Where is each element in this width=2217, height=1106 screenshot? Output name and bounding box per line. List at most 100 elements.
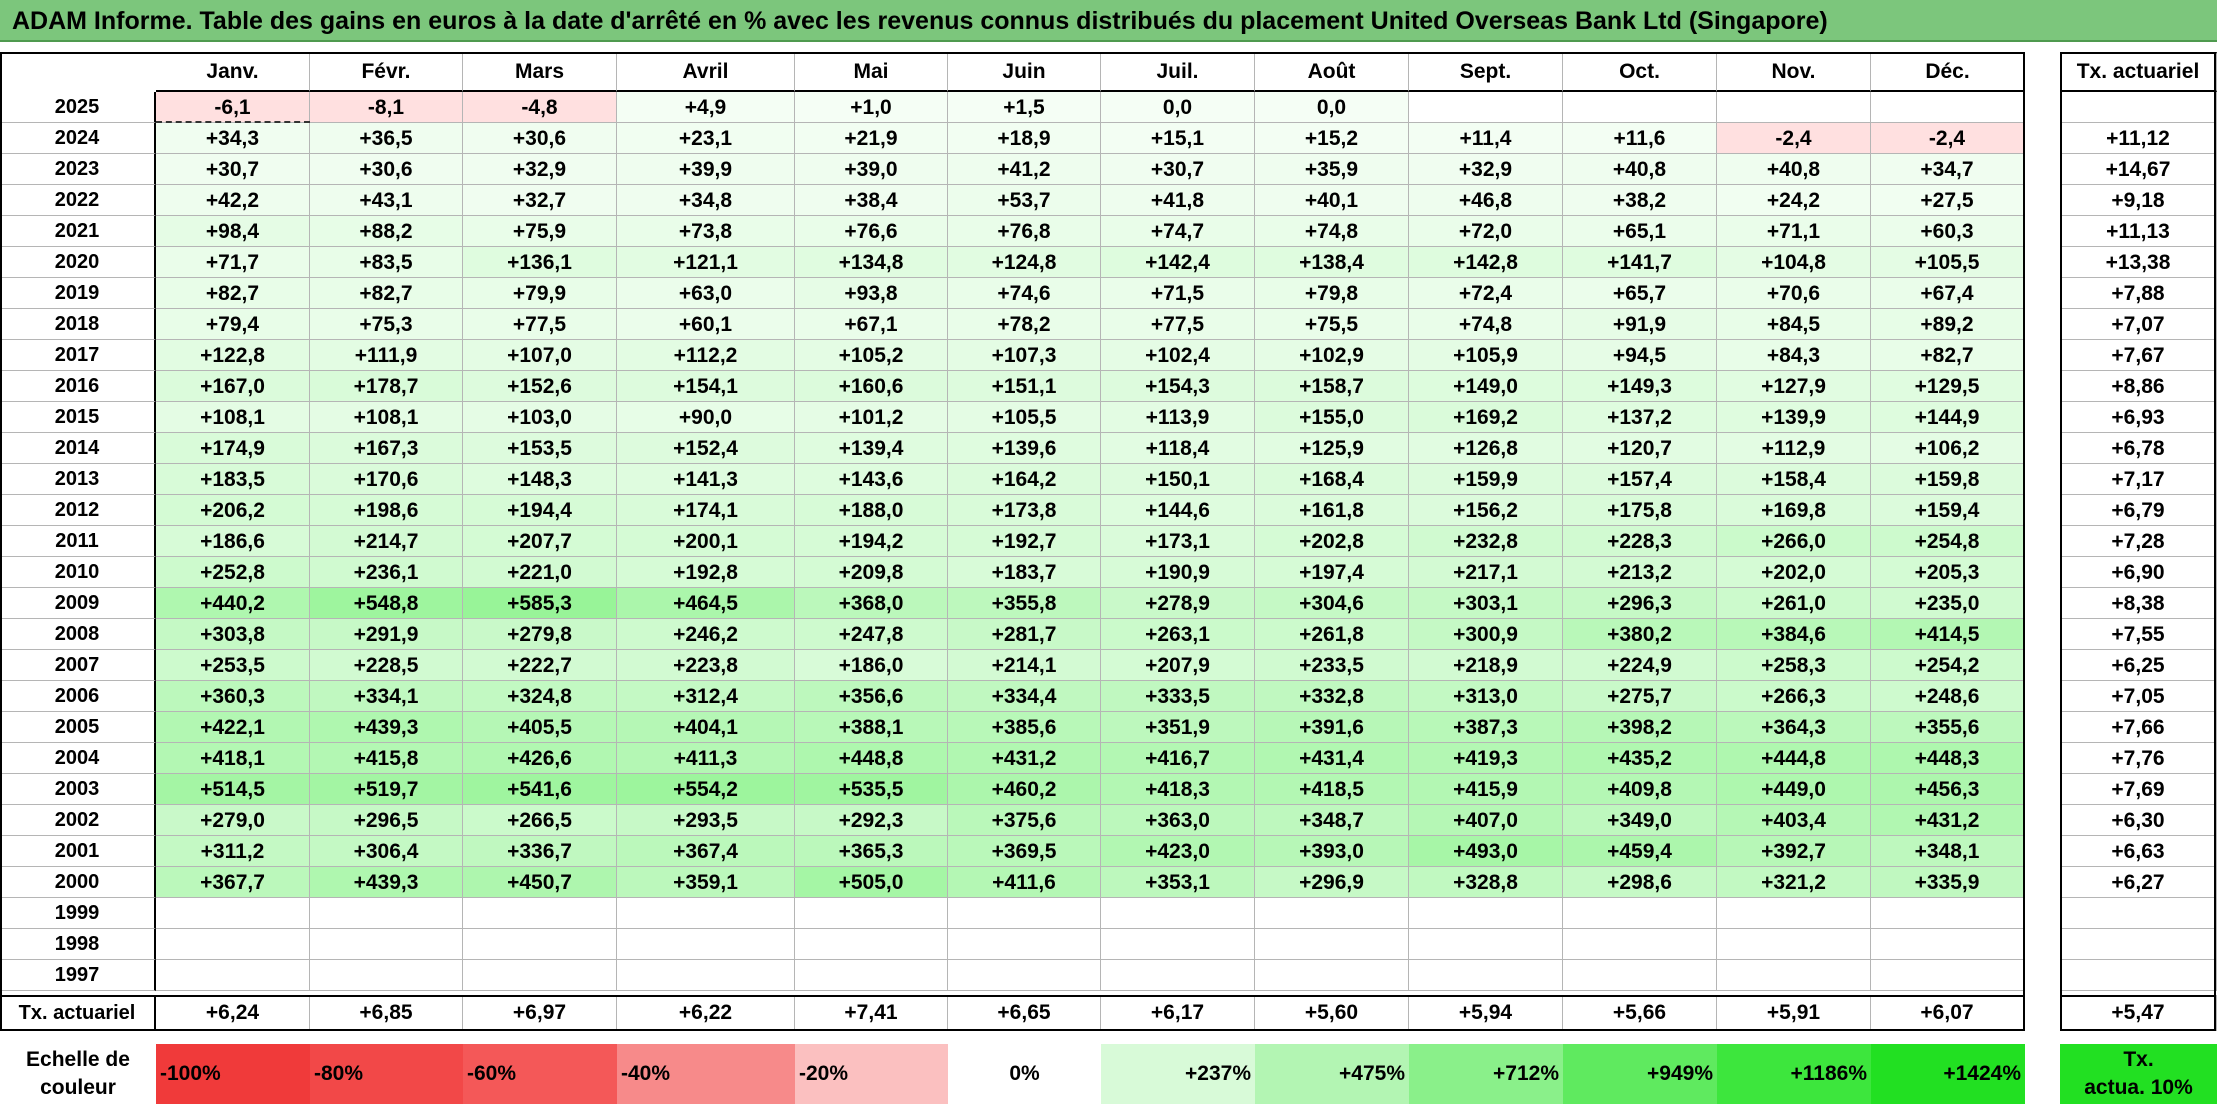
footer-cell: +6,24 bbox=[156, 995, 310, 1031]
table-cell: +159,9 bbox=[1409, 464, 1563, 495]
table-cell: +40,8 bbox=[1717, 154, 1871, 185]
table-cell: +46,8 bbox=[1409, 185, 1563, 216]
table-cell bbox=[463, 929, 617, 960]
table-cell: +60,1 bbox=[617, 309, 795, 340]
table-cell: +124,8 bbox=[948, 247, 1101, 278]
table-cell: +11,4 bbox=[1409, 123, 1563, 154]
table-cell: +218,9 bbox=[1409, 650, 1563, 681]
table-cell: +450,7 bbox=[463, 867, 617, 898]
tx-cell: +7,67 bbox=[2060, 340, 2217, 371]
table-cell: +217,1 bbox=[1409, 557, 1563, 588]
legend-tx-line1: Tx. bbox=[2123, 1048, 2154, 1071]
tx-cell: +7,69 bbox=[2060, 774, 2217, 805]
year-label: 2002 bbox=[0, 805, 156, 836]
year-label: 2003 bbox=[0, 774, 156, 805]
table-cell: +98,4 bbox=[156, 216, 310, 247]
table-cell: +173,1 bbox=[1101, 526, 1255, 557]
table-cell: +129,5 bbox=[1871, 371, 2025, 402]
table-cell: +232,8 bbox=[1409, 526, 1563, 557]
table-cell: +415,9 bbox=[1409, 774, 1563, 805]
table-cell: +34,3 bbox=[156, 123, 310, 154]
table-cell: +170,6 bbox=[310, 464, 463, 495]
table-cell: +209,8 bbox=[795, 557, 948, 588]
month-header: Avril bbox=[617, 52, 795, 92]
table-cell bbox=[948, 898, 1101, 929]
table-cell bbox=[156, 898, 310, 929]
table-cell bbox=[1871, 898, 2025, 929]
table-cell: +365,3 bbox=[795, 836, 948, 867]
table-cell: +223,8 bbox=[617, 650, 795, 681]
table-cell: +27,5 bbox=[1871, 185, 2025, 216]
table-cell: +142,4 bbox=[1101, 247, 1255, 278]
month-header: Juin bbox=[948, 52, 1101, 92]
table-cell: +213,2 bbox=[1563, 557, 1717, 588]
table-cell: +24,2 bbox=[1717, 185, 1871, 216]
table-cell: +36,5 bbox=[310, 123, 463, 154]
table-cell: +278,9 bbox=[1101, 588, 1255, 619]
table-cell: +77,5 bbox=[463, 309, 617, 340]
table-cell bbox=[310, 898, 463, 929]
table-cell: +120,7 bbox=[1563, 433, 1717, 464]
table-cell: +439,3 bbox=[310, 712, 463, 743]
table-cell: +205,3 bbox=[1871, 557, 2025, 588]
table-cell: +156,2 bbox=[1409, 495, 1563, 526]
table-cell bbox=[1255, 929, 1409, 960]
table-cell: +107,3 bbox=[948, 340, 1101, 371]
table-cell: +82,7 bbox=[156, 278, 310, 309]
table-cell: +102,9 bbox=[1255, 340, 1409, 371]
table-cell: +82,7 bbox=[1871, 340, 2025, 371]
table-cell: +519,7 bbox=[310, 774, 463, 805]
table-cell: +448,8 bbox=[795, 743, 948, 774]
table-cell: +70,6 bbox=[1717, 278, 1871, 309]
year-label: 2024 bbox=[0, 123, 156, 154]
table-cell: +306,4 bbox=[310, 836, 463, 867]
table-cell: +387,3 bbox=[1409, 712, 1563, 743]
table-cell bbox=[463, 898, 617, 929]
table-cell: +102,4 bbox=[1101, 340, 1255, 371]
table-cell: +34,7 bbox=[1871, 154, 2025, 185]
tx-cell: +6,63 bbox=[2060, 836, 2217, 867]
table-cell: +192,7 bbox=[948, 526, 1101, 557]
table-cell: +311,2 bbox=[156, 836, 310, 867]
table-cell: +105,9 bbox=[1409, 340, 1563, 371]
year-label: 2020 bbox=[0, 247, 156, 278]
table-cell: +76,8 bbox=[948, 216, 1101, 247]
table-cell: +79,4 bbox=[156, 309, 310, 340]
table-cell: +77,5 bbox=[1101, 309, 1255, 340]
table-cell bbox=[1409, 929, 1563, 960]
table-cell: +439,3 bbox=[310, 867, 463, 898]
month-header: Août bbox=[1255, 52, 1409, 92]
table-cell: +82,7 bbox=[310, 278, 463, 309]
tx-cell: +11,12 bbox=[2060, 123, 2217, 154]
table-cell: +186,6 bbox=[156, 526, 310, 557]
table-cell: +222,7 bbox=[463, 650, 617, 681]
table-cell: +60,3 bbox=[1871, 216, 2025, 247]
table-cell: +139,6 bbox=[948, 433, 1101, 464]
table-cell: +236,1 bbox=[310, 557, 463, 588]
table-cell: +253,5 bbox=[156, 650, 310, 681]
table-cell: +416,7 bbox=[1101, 743, 1255, 774]
table-cell: +161,8 bbox=[1255, 495, 1409, 526]
table-cell bbox=[795, 929, 948, 960]
footer-cell: +6,65 bbox=[948, 995, 1101, 1031]
table-cell: +144,9 bbox=[1871, 402, 2025, 433]
table-cell: +335,9 bbox=[1871, 867, 2025, 898]
month-header: Janv. bbox=[156, 52, 310, 92]
table-cell: +291,9 bbox=[310, 619, 463, 650]
table-cell: +90,0 bbox=[617, 402, 795, 433]
table-cell: +35,9 bbox=[1255, 154, 1409, 185]
table-cell: +355,8 bbox=[948, 588, 1101, 619]
table-cell: +1,0 bbox=[795, 92, 948, 123]
table-cell bbox=[1101, 929, 1255, 960]
tx-cell: +6,79 bbox=[2060, 495, 2217, 526]
table-cell: +261,8 bbox=[1255, 619, 1409, 650]
table-cell: +32,9 bbox=[463, 154, 617, 185]
tx-cell: +13,38 bbox=[2060, 247, 2217, 278]
table-cell: +93,8 bbox=[795, 278, 948, 309]
table-cell: +214,1 bbox=[948, 650, 1101, 681]
year-label: 2023 bbox=[0, 154, 156, 185]
table-cell bbox=[1101, 898, 1255, 929]
table-cell: +152,6 bbox=[463, 371, 617, 402]
year-label: 2007 bbox=[0, 650, 156, 681]
table-cell: +221,0 bbox=[463, 557, 617, 588]
